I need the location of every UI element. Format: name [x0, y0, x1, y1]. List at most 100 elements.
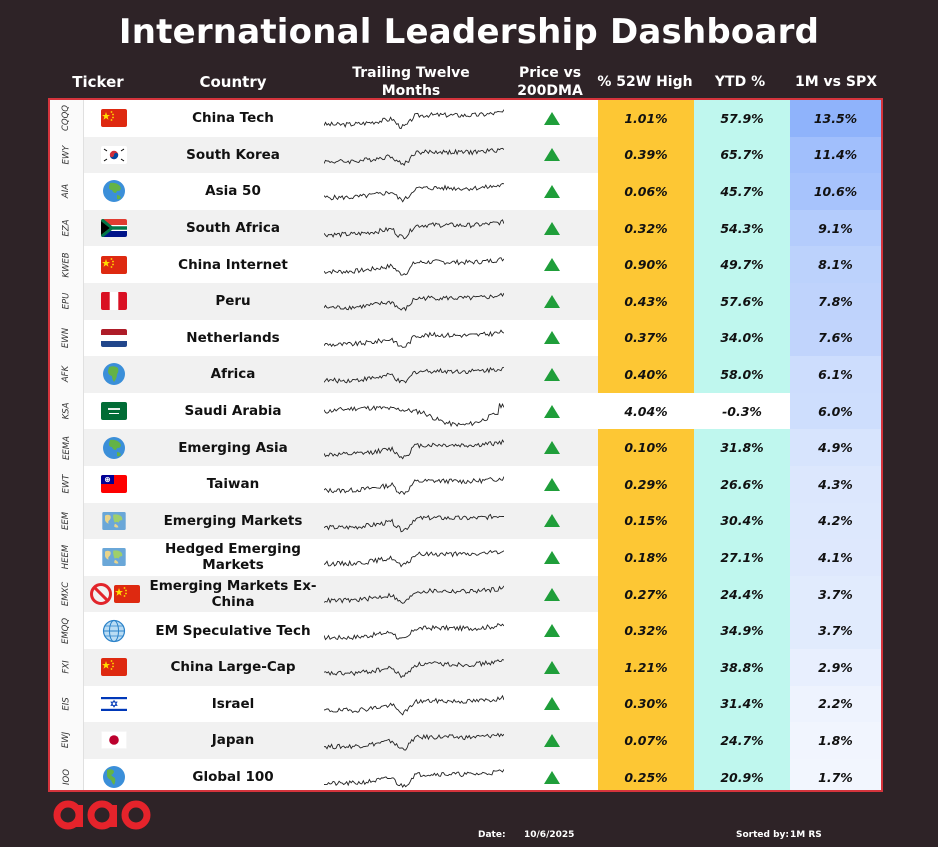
table-row: EWY South Korea 0.39% 65.7% 11.4%	[50, 136, 881, 174]
table-row: EMXC Emerging Markets Ex-China 0.27% 24.4% 3…	[50, 575, 881, 613]
up-trend-icon	[506, 466, 598, 503]
japan-flag-icon	[84, 722, 144, 759]
ticker-label: AFK	[61, 366, 72, 383]
ticker-label: EWN	[61, 327, 72, 348]
up-trend-icon	[506, 612, 598, 649]
ytd-cell: 24.7%	[694, 722, 790, 759]
ytd-cell: 57.6%	[694, 283, 790, 320]
pct-52w-high-cell: 0.39%	[598, 136, 694, 174]
ticker-label: EEM	[61, 511, 72, 530]
one-m-vs-spx-cell: 8.1%	[790, 246, 881, 283]
ytd-cell: 34.0%	[694, 319, 790, 357]
header-ytd: YTD %	[714, 74, 766, 90]
ytd-cell: 65.7%	[694, 136, 790, 174]
globe-asia-flag-icon	[84, 429, 144, 466]
country-label: Africa	[210, 366, 256, 383]
up-trend-icon	[506, 283, 598, 320]
one-m-vs-spx-cell: 6.0%	[790, 392, 881, 430]
up-trend-icon	[506, 320, 598, 357]
table-row: AFK Africa 0.40% 58.0% 6.1%	[50, 356, 881, 393]
country-label: Emerging Asia	[178, 439, 288, 456]
no-china-flag-icon	[84, 576, 144, 613]
up-trend-icon	[506, 722, 598, 759]
country-label: Japan	[211, 732, 255, 749]
pct-52w-high-cell: 0.32%	[598, 209, 694, 247]
up-trend-icon	[506, 429, 598, 466]
ytd-cell: 24.4%	[694, 575, 790, 613]
world-map-flag-icon	[84, 503, 144, 540]
table-row: EZA South Africa 0.32% 54.3% 9.1%	[50, 209, 881, 247]
ytd-cell: 27.1%	[694, 539, 790, 576]
ticker-cell: KSA	[50, 392, 84, 430]
ytd-cell: 26.6%	[694, 466, 790, 503]
country-label: Taiwan	[206, 476, 260, 493]
globe-meridians-flag-icon	[84, 612, 144, 649]
world-map-flag-icon	[84, 539, 144, 576]
taiwan-flag-icon	[84, 466, 144, 503]
one-m-vs-spx-cell: 13.5%	[790, 100, 881, 137]
ytd-cell: 31.8%	[694, 429, 790, 466]
ticker-cell: CQQQ	[50, 100, 84, 137]
trailing-twelve-months-sparkline	[322, 649, 506, 686]
trailing-twelve-months-sparkline	[322, 320, 506, 357]
pct-52w-high-cell: 0.37%	[598, 319, 694, 357]
south-africa-flag-icon	[84, 210, 144, 247]
dashboard-title: International Leadership Dashboard	[118, 12, 820, 52]
ytd-cell: 31.4%	[694, 685, 790, 723]
one-m-vs-spx-cell: 3.7%	[790, 612, 881, 649]
up-trend-icon	[506, 137, 598, 174]
trailing-twelve-months-sparkline	[322, 576, 506, 613]
country-label: Emerging Markets Ex-China	[149, 578, 317, 611]
pct-52w-high-cell: 0.29%	[598, 466, 694, 503]
ticker-cell: AIA	[50, 173, 84, 210]
header-country: Country	[199, 73, 267, 91]
trailing-twelve-months-sparkline	[322, 466, 506, 503]
trailing-twelve-months-sparkline	[322, 283, 506, 320]
table-row: KWEB China Internet 0.90% 49.7% 8.1%	[50, 246, 881, 283]
globe-asia-flag-icon	[84, 173, 144, 210]
table-row: AIA Asia 50 0.06% 45.7% 10.6%	[50, 173, 881, 210]
pct-52w-high-cell: 0.06%	[598, 173, 694, 210]
ytd-cell: 54.3%	[694, 209, 790, 247]
south-korea-flag-icon	[84, 137, 144, 174]
one-m-vs-spx-cell: 4.9%	[790, 429, 881, 466]
israel-flag-icon	[84, 686, 144, 723]
ticker-label: KWEB	[61, 252, 72, 278]
ytd-cell: 49.7%	[694, 246, 790, 283]
country-label: South Africa	[185, 220, 281, 237]
ytd-cell: 38.8%	[694, 649, 790, 686]
china-flag-icon	[84, 246, 144, 283]
ticker-cell: EWY	[50, 136, 84, 174]
trailing-twelve-months-sparkline	[322, 722, 506, 759]
pct-52w-high-cell: 0.10%	[598, 429, 694, 466]
ticker-cell: FXI	[50, 649, 84, 686]
trailing-twelve-months-sparkline	[322, 612, 506, 649]
trailing-twelve-months-sparkline	[322, 429, 506, 466]
up-trend-icon	[506, 539, 598, 576]
country-label: EM Speculative Tech	[155, 622, 311, 639]
up-trend-icon	[506, 100, 598, 137]
pct-52w-high-cell: 0.30%	[598, 685, 694, 723]
ticker-label: EEMA	[61, 435, 72, 460]
table-row: CQQQ China Tech 1.01% 57.9% 13.5%	[50, 100, 881, 137]
table-row: EPU Peru 0.43% 57.6% 7.8%	[50, 283, 881, 320]
table-row: HEEM Hedged Emerging Markets 0.18% 27.1% 4.1…	[50, 539, 881, 576]
ticker-label: HEEM	[61, 545, 72, 570]
one-m-vs-spx-cell: 4.3%	[790, 466, 881, 503]
trailing-twelve-months-sparkline	[322, 686, 506, 723]
ticker-label: EIS	[61, 697, 72, 711]
header-pct-52w-high: % 52W High	[597, 74, 693, 90]
trailing-twelve-months-sparkline	[322, 137, 506, 174]
table-row: EWT Taiwan 0.29% 26.6% 4.3%	[50, 466, 881, 503]
pct-52w-high-cell: 0.40%	[598, 356, 694, 393]
trailing-twelve-months-sparkline	[322, 539, 506, 576]
footer-sorted-value: 1M RS	[790, 830, 822, 840]
one-m-vs-spx-cell: 2.2%	[790, 685, 881, 723]
up-trend-icon	[506, 173, 598, 210]
ticker-cell: EWT	[50, 466, 84, 503]
country-label: Asia 50	[205, 183, 261, 200]
one-m-vs-spx-cell: 1.8%	[790, 722, 881, 759]
ticker-cell: EEMA	[50, 429, 84, 466]
pct-52w-high-cell: 4.04%	[624, 403, 668, 419]
ticker-label: IOO	[61, 769, 72, 786]
